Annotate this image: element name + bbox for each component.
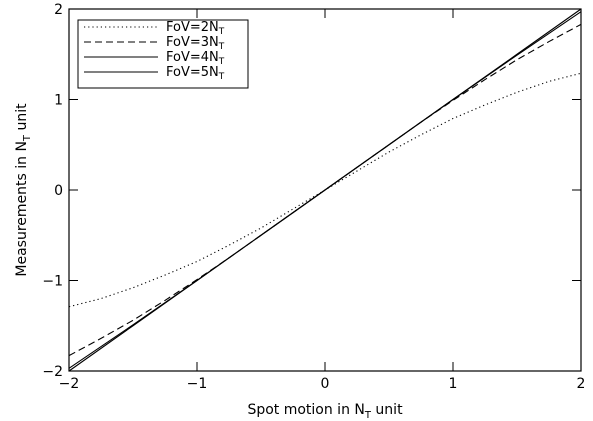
legend-label: FoV=2NT xyxy=(166,20,225,37)
x-tick-label: −1 xyxy=(187,376,208,392)
x-tick-label: −2 xyxy=(59,376,80,392)
y-axis-label: Measurements in NT unit xyxy=(14,103,33,277)
series-layer xyxy=(68,8,582,372)
ticks: −2 −1 0 1 2 −2 −1 0 1 2 xyxy=(42,2,585,392)
legend-label: FoV=5NT xyxy=(166,65,225,82)
x-tick-label: 0 xyxy=(321,376,330,392)
x-axis-label-main: Spot motion in N xyxy=(247,402,364,418)
x-axis-label-suffix: unit xyxy=(371,402,403,418)
x-tick-label: 2 xyxy=(577,376,586,392)
x-axis-label-sub: T xyxy=(364,410,372,421)
y-tick-label: −1 xyxy=(42,274,63,290)
y-axis-label-suffix: unit xyxy=(14,103,30,135)
series-line-4 xyxy=(68,8,582,372)
x-axis-label: Spot motion in NT unit xyxy=(247,402,403,421)
series-line-1 xyxy=(68,72,582,308)
y-tick-label: 1 xyxy=(54,93,63,109)
y-tick-label: 0 xyxy=(54,183,63,199)
legend-label: FoV=3NT xyxy=(166,35,225,52)
y-axis-label-main: Measurements in N xyxy=(14,141,30,277)
y-axis-label-sub: T xyxy=(22,134,33,142)
x-tick-label: 1 xyxy=(449,376,458,392)
y-tick-label: 2 xyxy=(54,2,63,18)
y-tick-label: −2 xyxy=(42,364,63,380)
legend-box xyxy=(77,19,249,89)
legend-label: FoV=4NT xyxy=(166,50,225,67)
series-line-2 xyxy=(68,23,582,357)
